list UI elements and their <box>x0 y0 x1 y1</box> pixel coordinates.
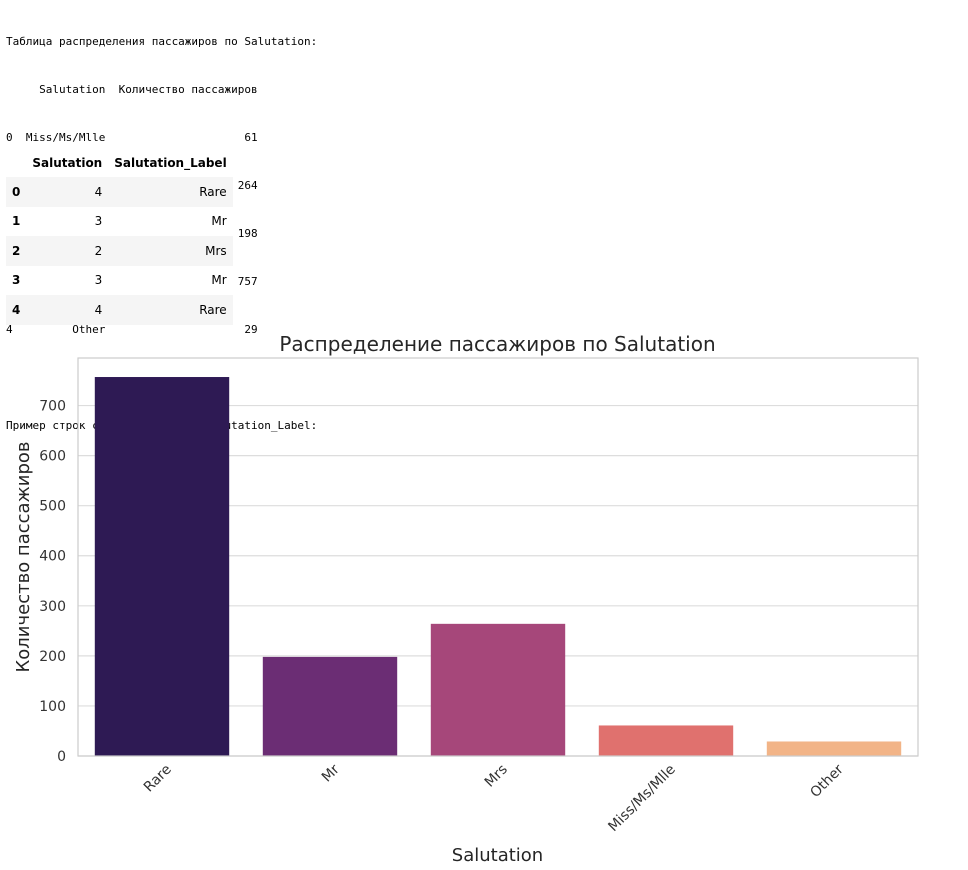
cell-label: Mrs <box>205 243 227 258</box>
x-tick-label: Mrs <box>482 762 511 791</box>
table1-row: 0 Miss/Ms/Mlle 61 <box>6 131 258 144</box>
table1-row: 2 Mr 198 <box>6 227 258 240</box>
y-tick-label: 200 <box>39 649 66 665</box>
cell-salutation: 3 <box>94 273 103 288</box>
y-tick-label: 700 <box>39 399 66 415</box>
y-tick-label: 0 <box>57 749 66 765</box>
x-tick-label: Mr <box>319 761 343 785</box>
cell-label: Rare <box>199 302 227 317</box>
dataframe-index-header <box>6 149 26 177</box>
bar-miss-ms-mlle <box>598 725 734 756</box>
table-row: 0 4 Rare <box>6 177 233 207</box>
table1-row: 1 Mrs 264 <box>6 179 258 192</box>
chart-title: Распределение пассажиров по Salutation <box>279 332 715 356</box>
x-tick-label: Miss/Ms/Mlle <box>605 762 678 835</box>
dataframe-header-row: Salutation Salutation_Label <box>6 149 233 177</box>
table1-header: Salutation Количество пассажиров <box>6 83 258 96</box>
plot-frame <box>77 357 919 757</box>
row-index: 2 <box>12 243 21 258</box>
row-index: 0 <box>12 184 21 199</box>
y-tick-label: 600 <box>39 449 66 465</box>
y-tick-label: 500 <box>39 499 66 515</box>
table-row: 2 2 Mrs <box>6 236 233 266</box>
x-tick-label: Other <box>807 761 847 801</box>
cell-salutation: 3 <box>94 214 103 229</box>
cell-label: Rare <box>199 184 227 199</box>
table-row: 4 4 Rare <box>6 295 233 325</box>
x-tick-label: Rare <box>141 762 175 796</box>
y-axis-label: Количество пассажиров <box>13 441 34 672</box>
dataframe-table: Salutation Salutation_Label 0 4 Rare 1 3… <box>6 149 233 325</box>
table-row: 3 3 Mr <box>6 265 233 295</box>
dataframe-column-header: Salutation <box>32 156 103 170</box>
table-row: 1 3 Mr <box>6 206 233 236</box>
y-tick-label: 300 <box>39 599 66 615</box>
cell-salutation: 4 <box>94 184 103 199</box>
dataframe-column-header: Salutation_Label <box>114 156 227 170</box>
bar-mrs <box>430 623 566 756</box>
cell-label: Mr <box>211 214 227 229</box>
bar-chart: Распределение пассажиров по Salutation 0… <box>13 332 919 866</box>
row-index: 1 <box>12 214 21 229</box>
cell-label: Mr <box>211 273 227 288</box>
row-index: 3 <box>12 273 21 288</box>
cell-salutation: 2 <box>94 243 103 258</box>
x-axis-label: Salutation <box>452 845 543 866</box>
table1-row: 3 Rare 757 <box>6 275 258 288</box>
cell-salutation: 4 <box>94 302 103 317</box>
table1-row: 4 Other 29 <box>6 323 258 336</box>
row-index: 4 <box>12 302 21 317</box>
y-tick-label: 400 <box>39 549 66 565</box>
table1-title: Таблица распределения пассажиров по Salu… <box>6 35 318 48</box>
y-tick-label: 100 <box>39 699 66 715</box>
bar-other <box>766 741 902 756</box>
bar-mr <box>262 656 398 756</box>
bar-rare <box>94 377 230 756</box>
